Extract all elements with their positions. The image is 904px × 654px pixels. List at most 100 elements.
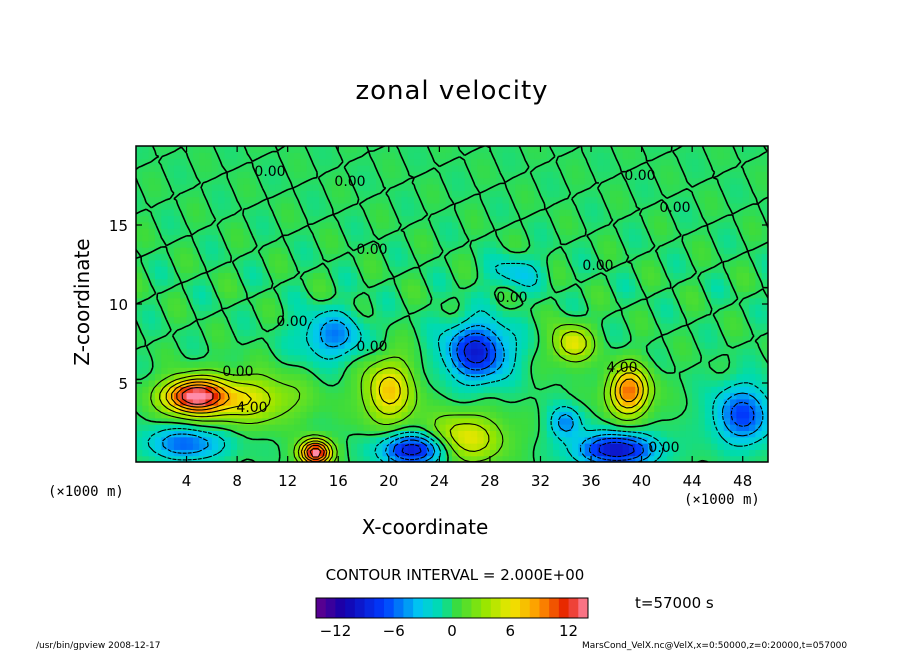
heatmap-cell: [262, 455, 270, 462]
heatmap-cell: [704, 449, 712, 457]
heatmap-cell: [742, 259, 750, 267]
heatmap-cell: [603, 335, 611, 343]
heatmap-cell: [395, 386, 403, 394]
heatmap-cell: [654, 291, 662, 299]
heatmap-cell: [306, 164, 314, 172]
heatmap-cell: [610, 297, 617, 305]
heatmap-cell: [736, 392, 744, 400]
heatmap-cell: [136, 392, 143, 400]
heatmap-cell: [154, 316, 162, 324]
heatmap-cell: [502, 164, 510, 172]
heatmap-cell: [350, 348, 358, 356]
heatmap-cell: [300, 316, 308, 324]
heatmap-cell: [211, 360, 219, 368]
heatmap-cell: [249, 196, 257, 204]
heatmap-cell: [414, 272, 421, 280]
heatmap-cell: [755, 360, 763, 368]
heatmap-cell: [445, 348, 453, 356]
heatmap-cell: [508, 177, 516, 185]
heatmap-cell: [458, 348, 466, 356]
heatmap-cell: [553, 367, 561, 375]
heatmap-cell: [268, 158, 276, 166]
heatmap-cell: [161, 202, 169, 210]
heatmap-cell: [572, 247, 579, 255]
heatmap-cell: [597, 405, 605, 413]
heatmap-cell: [237, 341, 245, 349]
heatmap-cell: [243, 297, 251, 305]
heatmap-cell: [635, 221, 643, 229]
heatmap-cell: [673, 398, 681, 406]
heatmap-cell: [414, 348, 421, 356]
heatmap-cell: [578, 436, 586, 444]
heatmap-cell: [142, 183, 150, 191]
heatmap-cell: [565, 247, 573, 255]
heatmap-cell: [546, 360, 554, 368]
heatmap-cell: [294, 392, 301, 400]
heatmap-cell: [641, 215, 649, 223]
heatmap-cell: [256, 379, 263, 387]
heatmap-cell: [173, 152, 181, 160]
heatmap-cell: [395, 360, 403, 368]
heatmap-cell: [578, 253, 586, 261]
heatmap-cell: [578, 240, 586, 248]
heatmap-cell: [243, 360, 251, 368]
heatmap-cell: [300, 322, 308, 330]
heatmap-cell: [540, 259, 548, 267]
heatmap-cell: [452, 341, 459, 349]
heatmap-cell: [534, 221, 542, 229]
heatmap-cell: [173, 455, 181, 462]
heatmap-cell: [546, 449, 554, 457]
heatmap-cell: [704, 171, 712, 179]
heatmap-cell: [578, 424, 586, 431]
heatmap-cell: [331, 411, 339, 419]
heatmap-cell: [199, 392, 207, 400]
heatmap-cell: [559, 228, 567, 236]
heatmap-cell: [730, 240, 737, 248]
heatmap-cell: [730, 196, 737, 204]
heatmap-cell: [685, 417, 693, 425]
heatmap-cell: [142, 259, 150, 267]
heatmap-cell: [180, 360, 188, 368]
heatmap-cell: [237, 424, 245, 431]
heatmap-cell: [401, 386, 409, 394]
heatmap-cell: [199, 285, 207, 292]
heatmap-cell: [376, 392, 384, 400]
heatmap-cell: [287, 183, 295, 191]
heatmap-cell: [572, 386, 579, 394]
heatmap-cell: [572, 253, 579, 261]
heatmap-cell: [243, 215, 251, 223]
heatmap-cell: [331, 228, 339, 236]
heatmap-cell: [218, 436, 226, 444]
heatmap-cell: [464, 272, 472, 280]
heatmap-cell: [761, 316, 768, 324]
heatmap-cell: [673, 405, 681, 413]
heatmap-cell: [458, 417, 466, 425]
heatmap-cell: [268, 386, 276, 394]
heatmap-cell: [527, 146, 535, 153]
heatmap-cell: [180, 443, 188, 450]
heatmap-cell: [616, 449, 624, 457]
heatmap-cell: [369, 316, 377, 324]
heatmap-cell: [515, 285, 523, 292]
heatmap-cell: [654, 367, 662, 375]
heatmap-cell: [382, 278, 390, 286]
heatmap-cell: [679, 190, 687, 198]
heatmap-cell: [622, 190, 630, 198]
heatmap-cell: [148, 322, 156, 330]
heatmap-cell: [477, 310, 485, 318]
heatmap-cell: [730, 386, 737, 394]
heatmap-cell: [578, 291, 586, 299]
heatmap-cell: [325, 158, 333, 166]
heatmap-cell: [350, 304, 358, 311]
heatmap-cell: [325, 190, 333, 198]
heatmap-cell: [736, 190, 744, 198]
heatmap-cell: [546, 272, 554, 280]
heatmap-cell: [679, 278, 687, 286]
heatmap-cell: [647, 335, 655, 343]
heatmap-cell: [508, 304, 516, 311]
heatmap-cell: [344, 335, 352, 343]
heatmap-cell: [300, 386, 308, 394]
heatmap-cell: [420, 379, 428, 387]
heatmap-cell: [470, 272, 478, 280]
heatmap-cell: [281, 171, 289, 179]
